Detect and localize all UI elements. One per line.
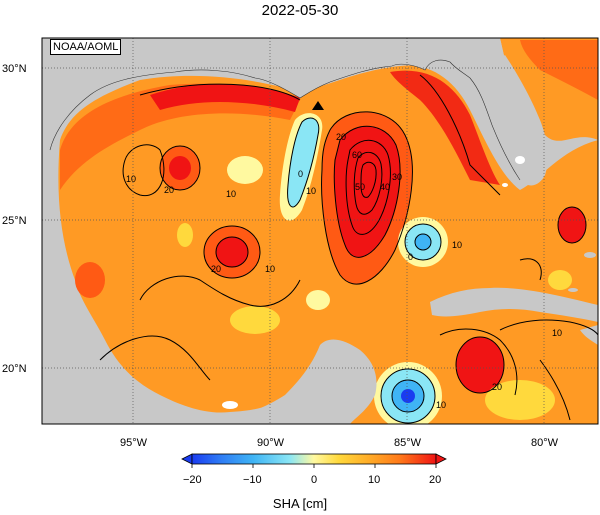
colorbar-tick-label: −20 [183, 474, 202, 486]
contour-label: 20 [164, 185, 174, 195]
contour-label: 10 [452, 240, 462, 250]
sha-contours [99, 74, 598, 424]
lat-label-25n: 25°N [2, 215, 27, 227]
contour-label: 10 [265, 264, 275, 274]
lat-label-30n: 30°N [2, 63, 27, 75]
credit-label: NOAA/AOML [50, 39, 122, 55]
colorbar-tick-label: 20 [429, 474, 441, 486]
contour-labels: 10 20 10 20 10 0 10 20 50 40 30 60 0 10 … [126, 132, 562, 410]
contour-label: 10 [436, 400, 446, 410]
contour-label: 40 [380, 182, 390, 192]
map-area: 10 20 10 20 10 0 10 20 50 40 30 60 0 10 … [42, 38, 598, 424]
graticule [42, 38, 598, 424]
contour-label: 10 [226, 189, 236, 199]
contour-label: 20 [211, 264, 221, 274]
colorbar-tick-label: 0 [311, 474, 317, 486]
lon-label-95w: 95°W [120, 437, 148, 449]
land-us [42, 38, 505, 220]
colorbar-tick-label: 10 [368, 474, 380, 486]
contour-label: 10 [306, 186, 316, 196]
contour-label: 10 [552, 328, 562, 338]
colorbar-title: SHA [cm] [272, 496, 328, 511]
contour-label: 20 [336, 132, 346, 142]
lon-axis-labels: 95°W 90°W 85°W 80°W [120, 437, 559, 449]
contour-label: 50 [355, 182, 365, 192]
contour-label: 60 [352, 150, 362, 160]
lat-axis-labels: 30°N 25°N 20°N [2, 63, 27, 375]
lon-label-80w: 80°W [531, 437, 559, 449]
contour-label: 30 [392, 172, 402, 182]
lon-label-90w: 90°W [257, 437, 285, 449]
land-florida [470, 55, 548, 186]
contour-label: 0 [408, 252, 413, 262]
land-cuba [430, 287, 598, 322]
colorbar-tick-label: −10 [243, 474, 262, 486]
contour-label: 20 [492, 382, 502, 392]
map-title: 2022-05-30 [261, 2, 339, 19]
colorbar: −20 −10 0 10 20 [181, 453, 447, 486]
contour-label: 0 [298, 169, 303, 179]
land-yucatan [230, 339, 377, 424]
lon-label-85w: 85°W [394, 437, 422, 449]
lat-label-20n: 20°N [2, 363, 27, 375]
station-marker-icon [312, 101, 324, 110]
land-mexico [42, 220, 130, 424]
contour-label: 10 [126, 174, 136, 184]
